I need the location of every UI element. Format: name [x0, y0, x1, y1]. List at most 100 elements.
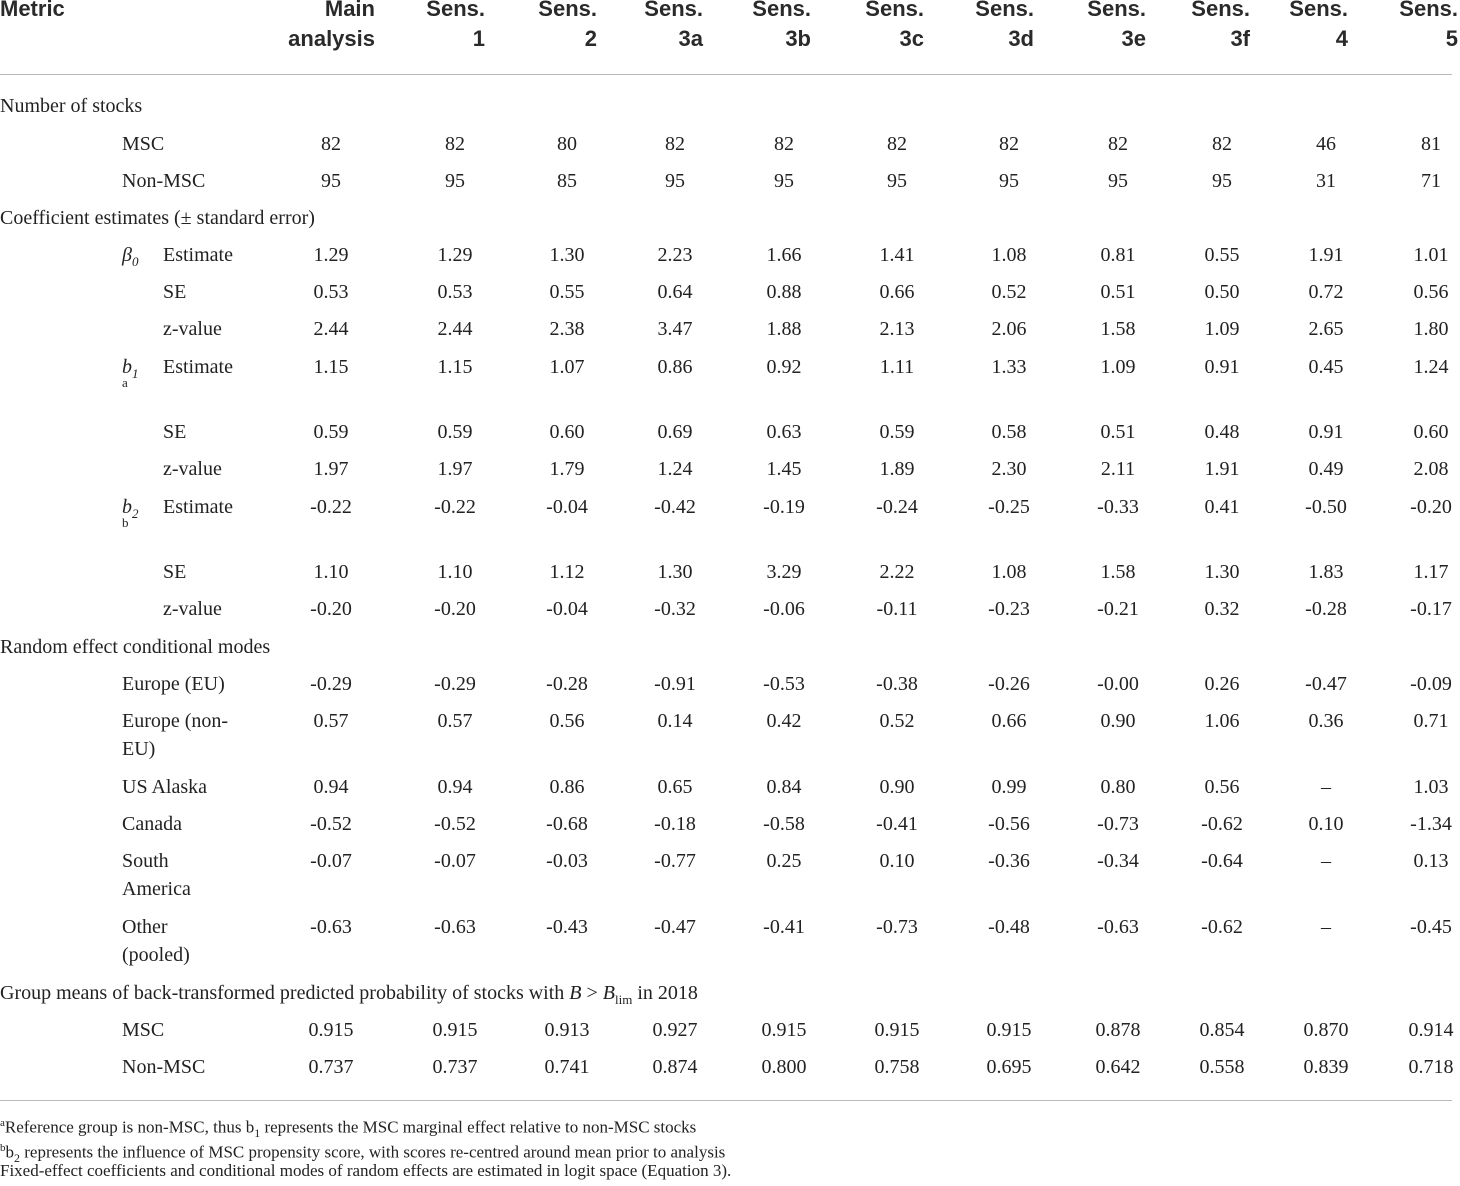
table-cell: 1.08 [991, 244, 1027, 266]
table-cell: 82 [1212, 133, 1232, 155]
table-cell: 0.741 [544, 1056, 590, 1078]
footnote-text: b [5, 1142, 15, 1162]
table-cell: 0.758 [874, 1056, 920, 1078]
table-cell: 0.99 [991, 776, 1027, 798]
row-label: Europe (EU) [122, 673, 225, 695]
table-cell: 1.45 [766, 458, 802, 480]
table-cell: 1.24 [657, 458, 693, 480]
table-cell: -0.20 [1410, 496, 1452, 518]
table-cell: 2.22 [879, 561, 915, 583]
table-cell: -0.04 [546, 598, 588, 620]
table-cell: 82 [445, 133, 465, 155]
table-cell: -0.38 [876, 673, 918, 695]
table-cell: 1.58 [1100, 561, 1136, 583]
table-cell: 1.09 [1100, 356, 1136, 378]
table-cell: -0.06 [763, 598, 805, 620]
table-cell: 95 [1108, 170, 1128, 192]
footnote: aReference group is non-MSC, thus b1 rep… [0, 1112, 696, 1144]
table-cell: -0.03 [546, 850, 588, 872]
table-cell: 0.94 [313, 776, 349, 798]
table-cell: 0.49 [1308, 458, 1344, 480]
table-cell: -0.04 [546, 496, 588, 518]
row-label: z-value [163, 458, 222, 480]
header-rule [0, 74, 1452, 75]
table-cell: 0.915 [874, 1019, 920, 1041]
table-cell: 0.915 [432, 1019, 478, 1041]
table-cell: – [1321, 916, 1331, 938]
table-cell: 82 [665, 133, 685, 155]
section-text: > [581, 982, 603, 1004]
table-cell: 82 [887, 133, 907, 155]
table-cell: -0.33 [1097, 496, 1139, 518]
table-cell: 0.915 [761, 1019, 807, 1041]
row-label: z-value [163, 598, 222, 620]
table-cell: -0.23 [988, 598, 1030, 620]
table-cell: -0.52 [310, 813, 352, 835]
table-cell: 0.56 [549, 710, 585, 732]
row-label: Non-MSC [122, 170, 206, 192]
table-cell: 0.84 [766, 776, 802, 798]
table-cell: -0.68 [546, 813, 588, 835]
footnote-mark: a [0, 1117, 5, 1129]
table-cell: 0.915 [308, 1019, 354, 1041]
symbol-B: B [569, 982, 582, 1004]
table-cell: 0.92 [766, 356, 802, 378]
table-cell: 1.30 [1204, 561, 1240, 583]
table-cell: 0.695 [986, 1056, 1032, 1078]
row-label: (pooled) [122, 944, 190, 966]
table-cell: 1.17 [1413, 561, 1449, 583]
table-cell: 1.30 [657, 561, 693, 583]
table-cell: -0.28 [546, 673, 588, 695]
header-column: Main analysis [288, 0, 375, 51]
table-cell: 1.01 [1413, 244, 1449, 266]
table-cell: 0.55 [1204, 244, 1240, 266]
row-label: SE [163, 421, 187, 443]
header-column: Sens. 3c [865, 0, 924, 51]
section-title: Group means of back-transformed predicte… [0, 979, 698, 1014]
row-label: SE [163, 281, 187, 303]
table-cell: 2.08 [1413, 458, 1449, 480]
table-cell: -0.53 [763, 673, 805, 695]
coefficient-letter: b [122, 496, 132, 518]
table-cell: 0.45 [1308, 356, 1344, 378]
table-cell: 0.91 [1308, 421, 1344, 443]
table-cell: 0.64 [657, 281, 693, 303]
table-cell: 0.914 [1408, 1019, 1454, 1041]
table-cell: 0.90 [879, 776, 915, 798]
table-cell: 1.30 [549, 244, 585, 266]
table-cell: -0.20 [434, 598, 476, 620]
table-cell: 0.51 [1100, 281, 1136, 303]
table-cell: -0.29 [434, 673, 476, 695]
table-cell: 0.36 [1308, 710, 1344, 732]
table-cell: 0.91 [1204, 356, 1240, 378]
table-cell: -0.34 [1097, 850, 1139, 872]
table-cell: 0.86 [549, 776, 585, 798]
table-cell: 82 [321, 133, 341, 155]
coefficient-symbol: β0 [122, 241, 138, 276]
table-cell: 1.97 [437, 458, 473, 480]
table-cell: 0.25 [766, 850, 802, 872]
symbol-lim: lim [615, 992, 633, 1007]
table-cell: -0.26 [988, 673, 1030, 695]
table-cell: 2.44 [313, 318, 349, 340]
table-cell: 0.66 [991, 710, 1027, 732]
row-label: z-value [163, 318, 222, 340]
table-cell: 95 [999, 170, 1019, 192]
table-cell: -0.19 [763, 496, 805, 518]
table-cell: 0.42 [766, 710, 802, 732]
table-cell: 1.15 [313, 356, 349, 378]
table-cell: 0.71 [1413, 710, 1449, 732]
table-cell: 71 [1421, 170, 1441, 192]
table-cell: -0.63 [1097, 916, 1139, 938]
row-label: US Alaska [122, 776, 207, 798]
table-cell: 1.88 [766, 318, 802, 340]
table-cell: -0.09 [1410, 673, 1452, 695]
table-cell: -1.34 [1410, 813, 1452, 835]
table-cell: -0.63 [434, 916, 476, 938]
header-column: Sens. 3d [975, 0, 1034, 51]
table-cell: 0.56 [1204, 776, 1240, 798]
table-cell: 1.11 [879, 356, 915, 378]
table-cell: 85 [557, 170, 577, 192]
table-cell: 0.800 [761, 1056, 807, 1078]
table-cell: 1.79 [549, 458, 585, 480]
